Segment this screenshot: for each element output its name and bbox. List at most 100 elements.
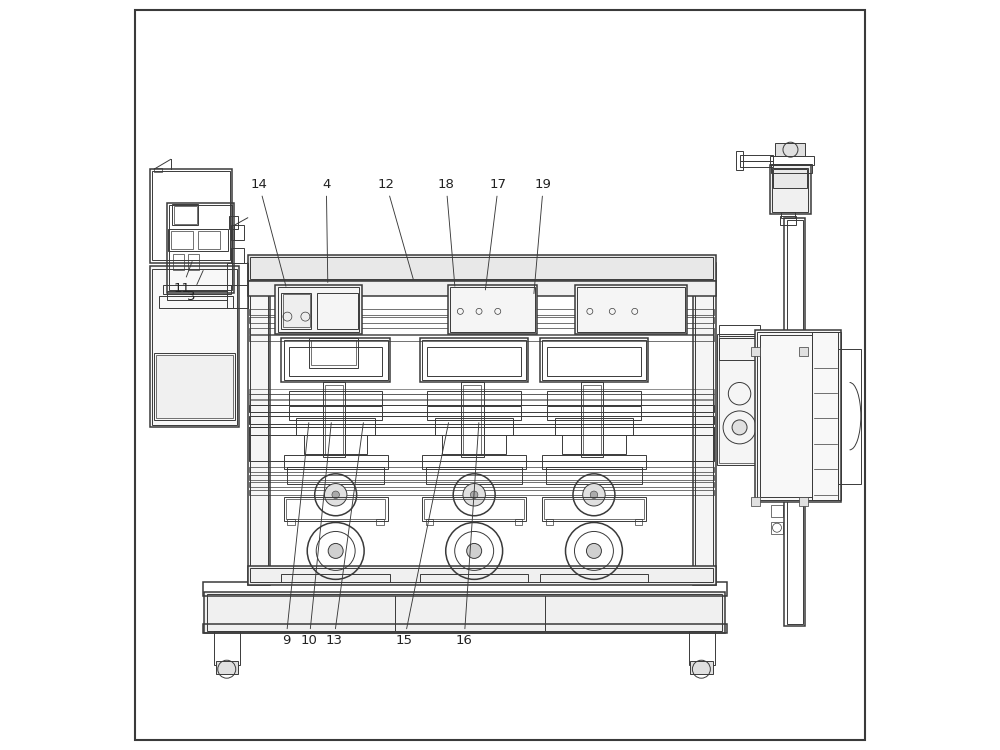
Bar: [546, 467, 642, 484]
Bar: [150, 170, 232, 262]
Bar: [427, 406, 521, 420]
Bar: [515, 519, 522, 525]
Bar: [583, 385, 601, 455]
Bar: [289, 406, 382, 420]
Bar: [755, 330, 841, 502]
Bar: [323, 382, 345, 458]
Bar: [250, 257, 713, 279]
Bar: [542, 340, 646, 380]
Bar: [547, 346, 641, 376]
Bar: [248, 566, 716, 584]
Bar: [249, 405, 714, 412]
Bar: [311, 340, 356, 365]
Bar: [325, 385, 343, 455]
Bar: [544, 500, 644, 519]
Bar: [781, 211, 795, 217]
Circle shape: [586, 544, 601, 559]
Bar: [207, 594, 722, 631]
Text: 10: 10: [301, 423, 331, 647]
Circle shape: [470, 491, 478, 499]
Bar: [719, 325, 760, 336]
Bar: [286, 500, 385, 519]
Bar: [203, 624, 727, 633]
Bar: [448, 285, 537, 334]
Text: 16: 16: [456, 423, 479, 647]
Bar: [249, 467, 714, 472]
Bar: [812, 332, 841, 500]
Bar: [281, 292, 311, 328]
Bar: [736, 152, 743, 170]
Bar: [250, 568, 713, 582]
Bar: [154, 352, 235, 420]
Bar: [169, 205, 232, 290]
Circle shape: [467, 544, 482, 559]
Text: 17: 17: [485, 178, 507, 290]
Bar: [188, 254, 199, 270]
Bar: [770, 157, 814, 166]
Bar: [214, 631, 240, 664]
Bar: [787, 220, 803, 623]
Bar: [577, 287, 685, 332]
Bar: [635, 519, 642, 525]
Bar: [719, 336, 760, 463]
Bar: [171, 231, 193, 249]
Text: 12: 12: [378, 178, 413, 279]
Bar: [317, 292, 358, 328]
Bar: [309, 338, 358, 368]
Bar: [249, 475, 714, 480]
Bar: [547, 406, 641, 420]
Circle shape: [732, 420, 747, 435]
Bar: [760, 335, 812, 497]
Bar: [229, 215, 238, 229]
Bar: [420, 574, 528, 581]
Text: 9: 9: [282, 423, 309, 647]
Bar: [249, 427, 714, 461]
Bar: [248, 262, 270, 584]
Bar: [740, 161, 773, 167]
Bar: [249, 427, 714, 435]
Bar: [422, 340, 526, 380]
Bar: [775, 143, 805, 157]
Bar: [695, 265, 713, 582]
Bar: [740, 155, 773, 161]
Bar: [547, 392, 641, 405]
Bar: [540, 338, 648, 382]
Bar: [249, 335, 714, 341]
Bar: [689, 631, 715, 664]
Bar: [167, 202, 234, 292]
Bar: [248, 255, 716, 281]
Bar: [442, 435, 506, 454]
Bar: [799, 497, 808, 506]
Bar: [249, 490, 714, 495]
Bar: [230, 225, 244, 240]
Bar: [751, 347, 760, 356]
Bar: [249, 416, 714, 424]
Bar: [751, 497, 760, 506]
Bar: [163, 285, 230, 294]
Bar: [435, 419, 513, 435]
Bar: [450, 287, 535, 332]
Bar: [773, 170, 807, 188]
Bar: [426, 519, 433, 525]
Bar: [287, 467, 384, 484]
Bar: [249, 328, 714, 334]
Bar: [540, 574, 648, 581]
Bar: [216, 661, 238, 674]
Bar: [278, 287, 359, 332]
Bar: [762, 420, 777, 465]
Bar: [281, 574, 390, 581]
Bar: [304, 435, 367, 454]
Text: 18: 18: [438, 178, 455, 286]
Bar: [172, 204, 198, 225]
Bar: [203, 582, 727, 596]
Text: 11: 11: [173, 262, 192, 296]
Circle shape: [332, 491, 339, 499]
Bar: [799, 347, 808, 356]
Bar: [719, 338, 760, 360]
Bar: [275, 285, 362, 334]
Text: 14: 14: [251, 178, 286, 286]
Bar: [287, 519, 295, 525]
Bar: [427, 346, 521, 376]
Bar: [546, 519, 553, 525]
Bar: [693, 262, 716, 584]
